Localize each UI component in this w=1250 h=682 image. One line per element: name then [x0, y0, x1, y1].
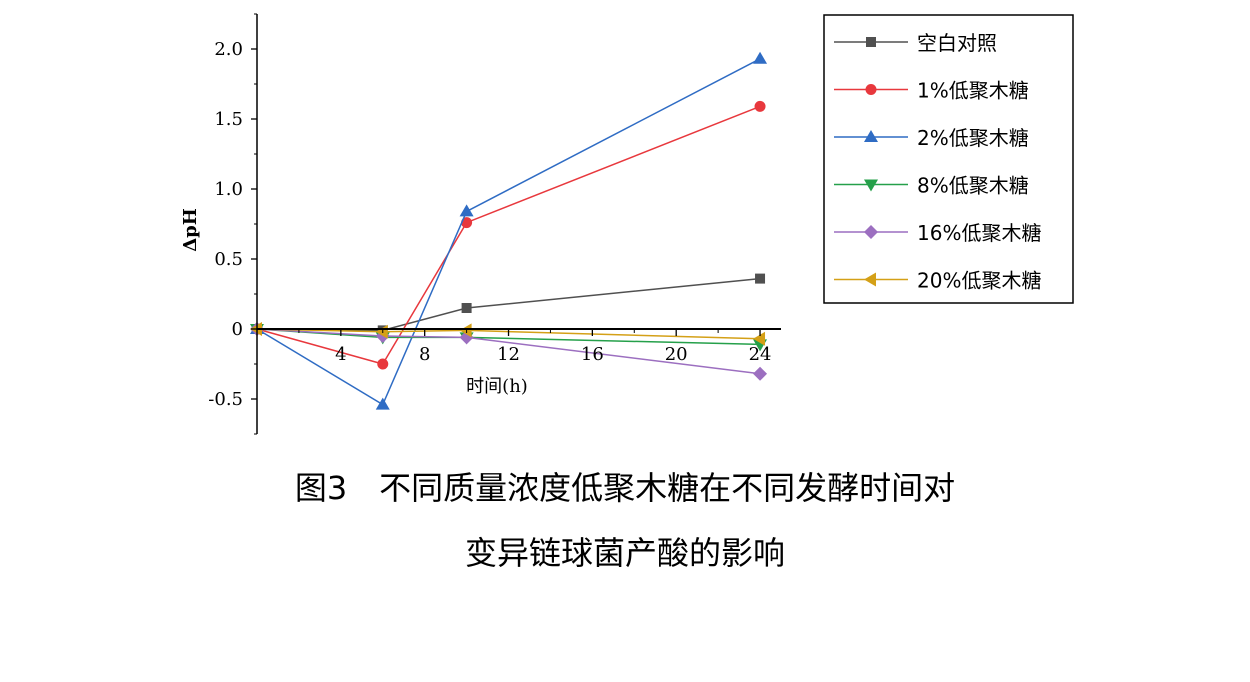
- x-tick-label: 24: [749, 344, 772, 365]
- data-point-series-2: [461, 217, 473, 229]
- series-line-3: [256, 58, 761, 406]
- x-tick-label: 12: [497, 344, 520, 365]
- legend-label-6: 20%低聚木糖: [917, 269, 1041, 293]
- legend-marker-5: [864, 225, 878, 239]
- figure-caption-line-1: 图3 不同质量浓度低聚木糖在不同发酵时间对: [294, 469, 956, 507]
- x-tick-label: 4: [335, 344, 346, 365]
- y-tick-label: 2.0: [214, 39, 243, 60]
- legend-box: [823, 14, 1074, 304]
- series-line-2: [256, 105, 761, 365]
- line-chart: 2.0 1.5 1.0 0.5 0 -0.5 4 8 12 16 20 24 时间(h) ΔpH 空白对照…: [180, 13, 1074, 435]
- x-axis-title: 时间(h): [466, 376, 528, 397]
- data-point-series-1: [755, 273, 766, 284]
- data-point-series-1: [461, 303, 472, 313]
- y-tick-label: 0: [232, 319, 243, 340]
- data-point-series-3: [375, 397, 390, 410]
- legend-label-1: 空白对照: [917, 31, 997, 55]
- data-point-series-2: [377, 358, 389, 370]
- legend-label-2: 1%低聚木糖: [917, 79, 1029, 103]
- x-tick-label: 16: [581, 344, 604, 365]
- series-line-1: [256, 277, 761, 332]
- legend-label-3: 2%低聚木糖: [917, 126, 1029, 150]
- figure-caption-line-2: 变异链球菌产酸的影响: [464, 534, 785, 572]
- legend-marker-1: [866, 37, 876, 47]
- data-point-series-6: [459, 323, 472, 338]
- y-tick-label: -0.5: [208, 389, 243, 410]
- legend-marker-4: [864, 179, 878, 192]
- data-point-series-3: [753, 51, 768, 64]
- legend-label-4: 8%低聚木糖: [917, 174, 1029, 198]
- legend-marker-6: [864, 272, 876, 287]
- x-tick-label: 20: [665, 344, 688, 365]
- data-point-series-6: [753, 331, 766, 346]
- y-axis-title: ΔpH: [180, 208, 201, 252]
- x-tick-label: 8: [419, 344, 430, 365]
- y-tick-label: 1.5: [214, 109, 243, 130]
- data-point-series-2: [754, 100, 766, 112]
- legend-marker-3: [864, 130, 878, 142]
- series-line-5: [256, 328, 761, 375]
- axes: 2.0 1.5 1.0 0.5 0 -0.5 4 8 12 16 20 24 时间(h) ΔpH: [180, 13, 781, 435]
- y-tick-label: 0.5: [214, 249, 243, 270]
- legend-label-5: 16%低聚木糖: [917, 221, 1041, 245]
- data-point-series-5: [753, 366, 768, 381]
- legend: 空白对照 1%低聚木糖 2%低聚木糖 8%低聚木糖 16%低聚木糖 20%低聚木糖: [823, 14, 1074, 304]
- legend-marker-2: [865, 84, 877, 95]
- data-point-series-3: [459, 204, 474, 217]
- y-tick-label: 1.0: [214, 179, 243, 200]
